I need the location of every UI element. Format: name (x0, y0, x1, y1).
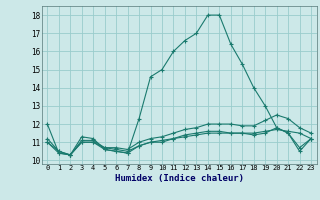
X-axis label: Humidex (Indice chaleur): Humidex (Indice chaleur) (115, 174, 244, 183)
